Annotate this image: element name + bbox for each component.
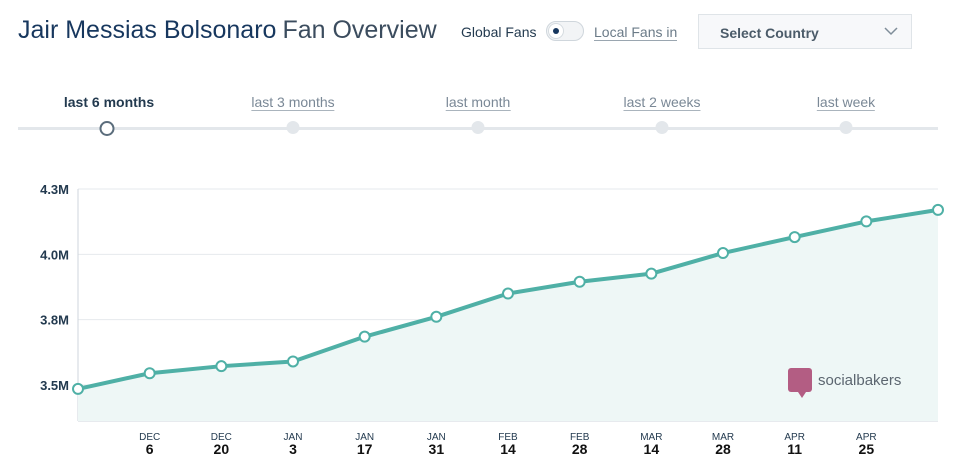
period-dot[interactable] (471, 121, 485, 134)
data-point (430, 310, 443, 323)
x-tick-day: 31 (429, 441, 445, 457)
country-select-label: Select Country (720, 25, 819, 41)
chef-hat-icon (788, 368, 812, 398)
y-tick-label: 4.0M (40, 247, 69, 262)
data-point (788, 231, 801, 244)
area-fill (78, 209, 938, 421)
socialbakers-logo: socialbakers (788, 368, 902, 398)
x-tick-month: FEB (570, 432, 590, 443)
x-tick-day: 17 (357, 441, 373, 457)
x-tick-day: 28 (715, 441, 731, 457)
period-option[interactable]: last month (445, 94, 511, 111)
data-point (645, 267, 658, 280)
fans-scope-toggle[interactable] (546, 21, 584, 41)
data-point (502, 287, 514, 300)
y-tick-label: 4.3M (40, 182, 69, 197)
x-tick-day: 20 (214, 441, 230, 457)
brand-text: socialbakers (818, 371, 902, 389)
x-tick-day: 14 (500, 441, 516, 457)
chevron-down-icon (884, 27, 898, 36)
x-tick-day: 6 (146, 441, 154, 457)
data-point (143, 367, 156, 380)
data-point (717, 247, 729, 260)
x-tick-month: APR (784, 432, 805, 443)
data-point (287, 355, 299, 368)
x-tick-month: JAN (284, 432, 303, 443)
x-tick-month: DEC (211, 432, 232, 443)
period-dot[interactable] (99, 121, 115, 136)
country-select[interactable]: Select Country (698, 14, 912, 49)
period-option[interactable]: last week (816, 94, 876, 111)
x-tick-day: 11 (787, 441, 802, 457)
period-dot[interactable] (839, 121, 853, 134)
x-tick-month: FEB (498, 432, 518, 443)
period-option[interactable]: last 3 months (251, 94, 335, 111)
x-tick-month: DEC (139, 432, 160, 443)
local-fans-label[interactable]: Local Fans in (594, 24, 678, 41)
period-dot[interactable] (286, 121, 300, 134)
x-tick-month: JAN (427, 432, 446, 443)
x-tick-month: JAN (355, 432, 374, 443)
x-tick-month: MAR (712, 432, 734, 443)
profile-name: Jair Messias Bolsonaro (18, 16, 277, 44)
period-dot[interactable] (655, 121, 669, 134)
data-point (860, 215, 873, 228)
data-point (932, 203, 944, 216)
data-point (573, 275, 586, 288)
toggle-knob (549, 24, 563, 38)
y-tick-label: 3.5M (40, 378, 69, 393)
data-point (215, 360, 228, 373)
period-option[interactable]: last 6 months (63, 94, 155, 110)
period-option[interactable]: last 2 weeks (623, 94, 701, 111)
page-title: Jair Messias Bolsonaro Fan Overview (18, 16, 437, 45)
x-tick-month: APR (856, 432, 877, 443)
data-point (358, 330, 371, 343)
data-point (72, 382, 84, 395)
x-tick-day: 3 (289, 441, 297, 457)
x-tick-day: 28 (572, 441, 588, 457)
x-tick-day: 14 (644, 441, 660, 457)
x-tick-month: MAR (640, 432, 662, 443)
y-tick-label: 3.8M (40, 313, 69, 328)
global-fans-label[interactable]: Global Fans (461, 24, 537, 40)
title-suffix: Fan Overview (282, 16, 437, 44)
x-tick-day: 25 (859, 441, 875, 457)
